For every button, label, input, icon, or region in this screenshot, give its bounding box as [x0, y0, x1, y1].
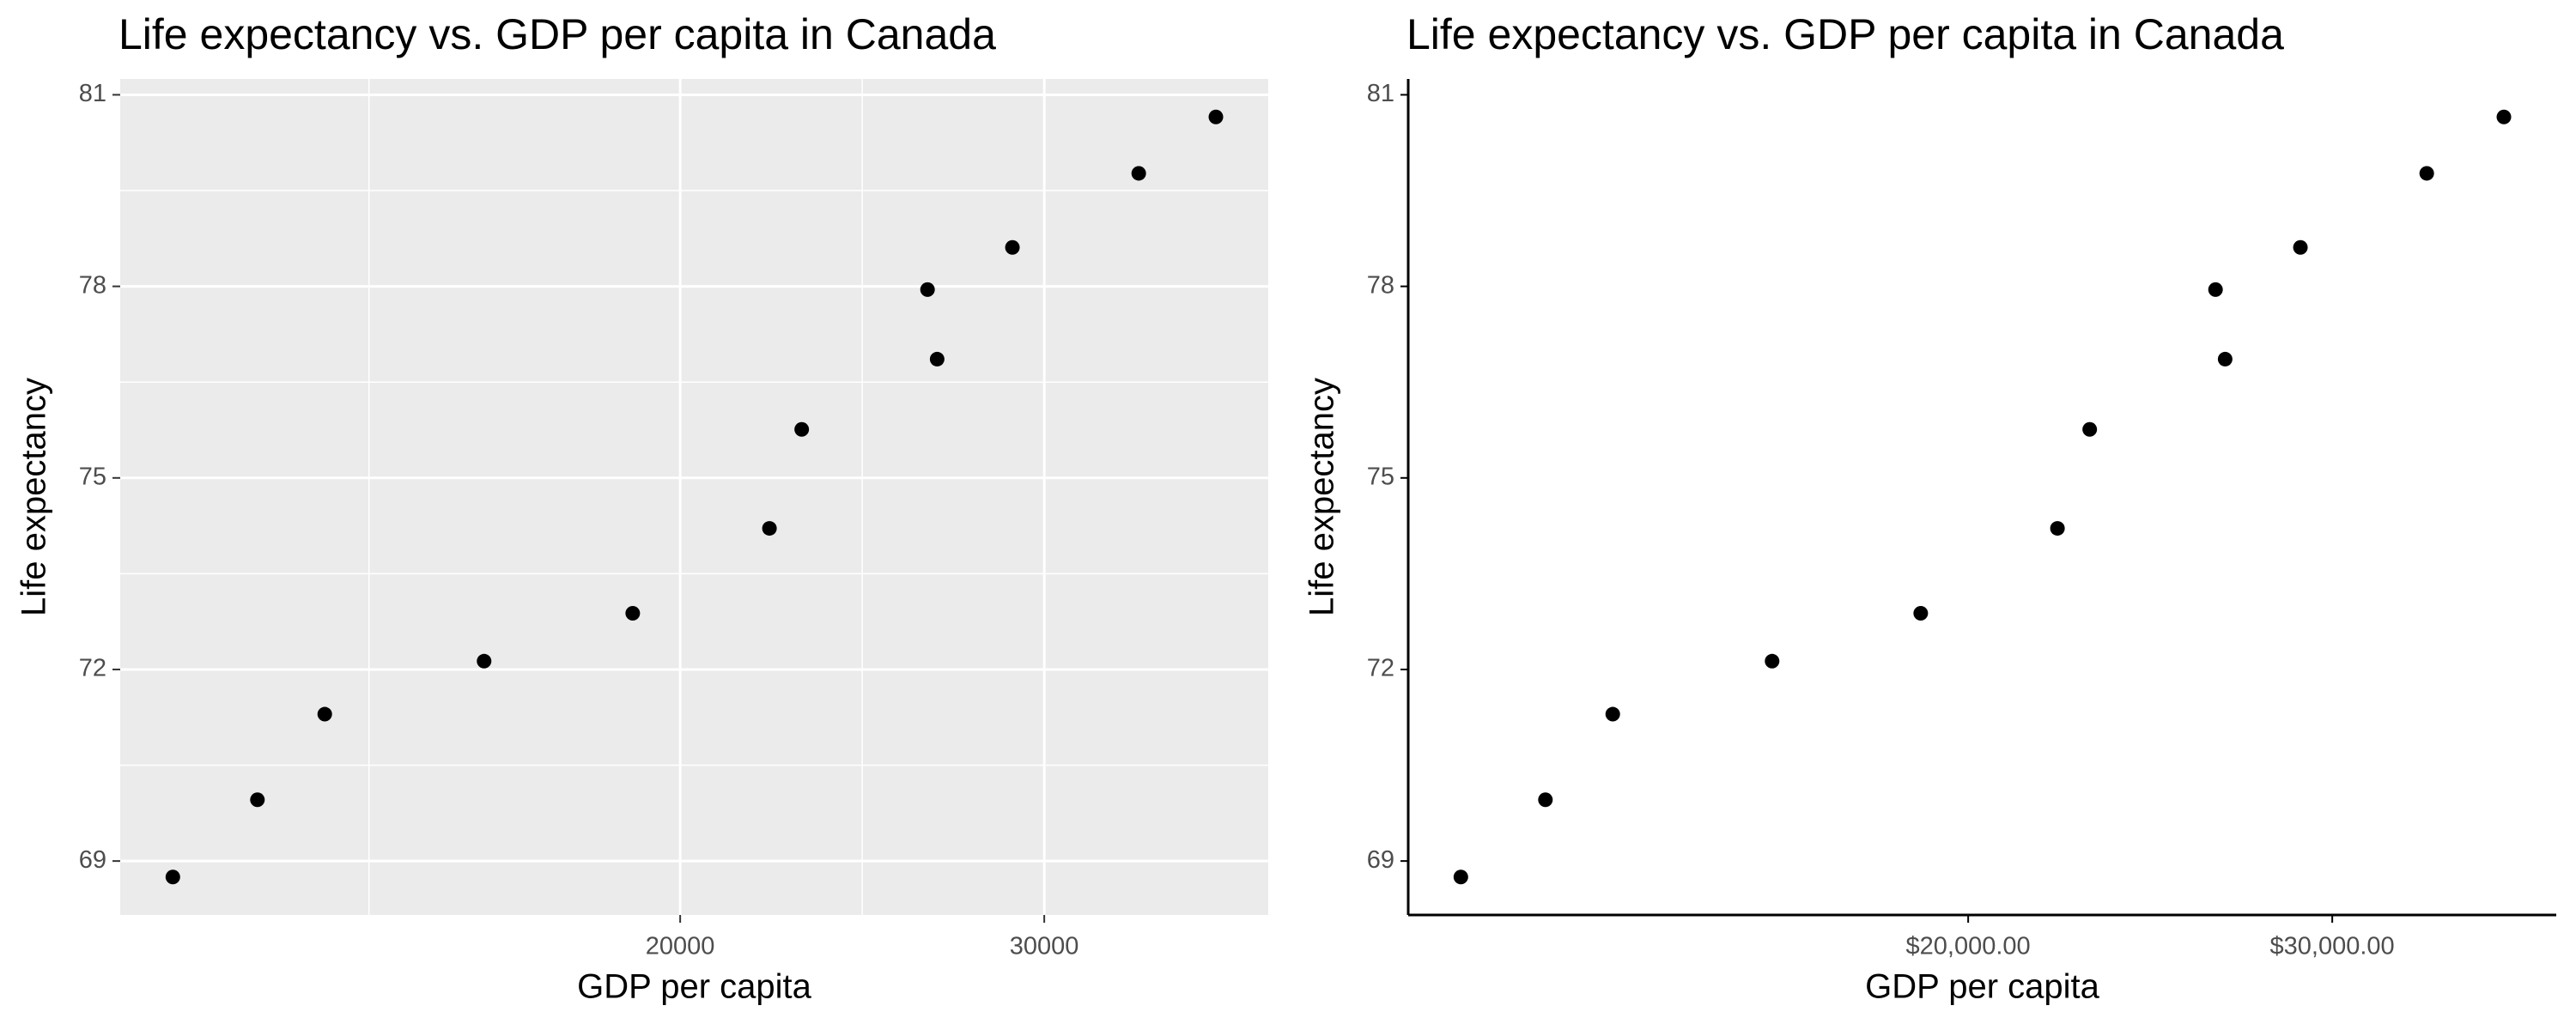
x-tick-label: 30000	[1010, 933, 1079, 960]
panel-background	[120, 79, 1268, 915]
point	[1131, 166, 1146, 181]
point	[762, 521, 777, 536]
point	[2293, 239, 2308, 255]
point	[2496, 109, 2512, 124]
chart-title: Life expectancy vs. GDP per capita in Ca…	[1406, 10, 2284, 58]
y-tick-label: 75	[79, 463, 106, 490]
point	[477, 653, 492, 669]
point	[920, 282, 935, 297]
x-tick-label: $30,000.00	[2270, 933, 2395, 960]
y-axis-title: Life expectancy	[1303, 378, 1341, 616]
point	[625, 606, 641, 621]
point	[317, 706, 332, 722]
point	[929, 351, 945, 367]
y-tick-label: 81	[1367, 80, 1394, 107]
point	[1913, 606, 1929, 621]
point	[794, 421, 810, 437]
point	[1765, 653, 1780, 669]
y-tick-label: 72	[79, 655, 106, 682]
point	[165, 869, 180, 885]
point	[1538, 792, 1553, 808]
x-tick-label: $20,000.00	[1906, 933, 2031, 960]
y-tick-label: 78	[1367, 271, 1394, 299]
point	[1005, 239, 1020, 255]
point	[2082, 421, 2098, 437]
point	[2208, 282, 2223, 297]
chart-title: Life expectancy vs. GDP per capita in Ca…	[118, 10, 996, 58]
y-tick-label: 69	[79, 846, 106, 874]
x-axis-title: GDP per capita	[577, 968, 811, 1006]
y-axis-title: Life expectancy	[15, 378, 53, 616]
point	[250, 792, 265, 808]
x-tick-label: 20000	[646, 933, 715, 960]
y-tick-label: 75	[1367, 463, 1394, 490]
point	[1453, 869, 1468, 885]
y-tick-label: 72	[1367, 655, 1394, 682]
y-tick-label: 81	[79, 80, 106, 107]
point	[2050, 521, 2065, 536]
y-tick-label: 69	[1367, 846, 1394, 874]
y-tick-label: 78	[79, 271, 106, 299]
point	[1605, 706, 1620, 722]
point	[2419, 166, 2434, 181]
point	[1208, 109, 1224, 124]
x-axis-title: GDP per capita	[1865, 968, 2099, 1006]
point	[2217, 351, 2233, 367]
